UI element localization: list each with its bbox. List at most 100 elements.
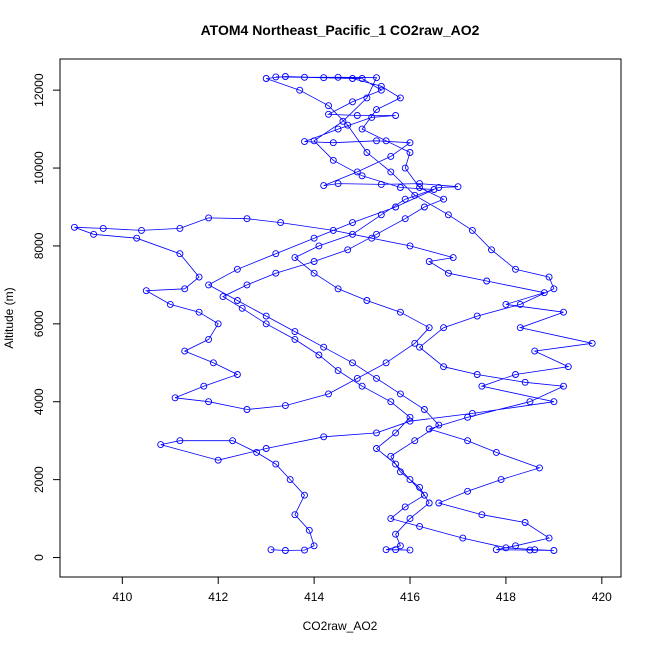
- data-point: [363, 94, 371, 102]
- data-point: [281, 73, 289, 80]
- data-point: [492, 448, 500, 456]
- data-point: [310, 137, 318, 145]
- data-point: [171, 394, 179, 402]
- data-point: [468, 226, 476, 234]
- data-point: [396, 184, 404, 191]
- data-point: [70, 223, 78, 231]
- data-point: [301, 491, 308, 499]
- data-point: [464, 487, 472, 495]
- data-point: [516, 300, 524, 308]
- data-point: [406, 242, 414, 250]
- data-point: [473, 312, 481, 320]
- data-point: [281, 547, 289, 554]
- x-axis-label: CO2raw_AO2: [303, 619, 378, 633]
- data-point: [516, 324, 524, 332]
- y-tick-label: 0: [32, 554, 46, 561]
- data-point: [396, 94, 404, 102]
- data-point: [425, 258, 433, 265]
- data-point: [382, 359, 390, 367]
- data-point: [387, 452, 395, 460]
- data-point: [272, 460, 280, 468]
- data-point: [358, 125, 366, 133]
- data-point: [358, 75, 366, 82]
- data-point: [550, 547, 558, 554]
- data-point: [377, 180, 385, 188]
- data-point: [392, 203, 400, 211]
- data-point: [329, 156, 337, 164]
- data-point: [406, 139, 414, 147]
- data-point: [430, 186, 438, 193]
- data-point: [440, 195, 448, 203]
- data-point: [320, 74, 328, 82]
- data-point: [406, 149, 414, 156]
- data-point: [497, 476, 505, 484]
- data-point: [536, 464, 543, 472]
- data-point: [411, 339, 419, 347]
- data-point: [349, 75, 356, 82]
- data-point: [502, 544, 510, 552]
- data-point: [358, 382, 366, 390]
- data-point: [435, 421, 443, 429]
- data-point: [320, 182, 328, 190]
- data-point: [454, 183, 462, 191]
- data-point: [468, 409, 476, 417]
- data-point: [181, 347, 189, 355]
- data-point: [560, 308, 567, 316]
- data-point: [349, 230, 356, 238]
- data-point: [444, 269, 452, 277]
- data-point: [502, 300, 510, 308]
- data-point: [315, 242, 323, 250]
- data-point: [387, 168, 395, 176]
- data-point: [588, 339, 596, 347]
- data-point: [301, 73, 308, 81]
- data-point: [526, 546, 534, 554]
- data-point: [344, 121, 352, 129]
- data-point: [373, 429, 380, 437]
- data-point: [262, 312, 270, 320]
- data-point: [368, 234, 376, 242]
- y-tick-label: 8000: [32, 232, 46, 259]
- data-point: [521, 519, 529, 526]
- data-point: [291, 335, 299, 343]
- y-tick-label: 10000: [32, 151, 46, 185]
- y-tick-label: 4000: [32, 388, 46, 415]
- data-point: [411, 437, 419, 445]
- data-point: [459, 534, 467, 542]
- data-point: [512, 371, 519, 378]
- data-point: [406, 413, 414, 421]
- data-point: [387, 398, 395, 406]
- data-point: [464, 437, 472, 445]
- data-point: [392, 112, 400, 119]
- data-point: [444, 211, 452, 219]
- data-point: [373, 106, 380, 114]
- data-point: [373, 445, 380, 452]
- data-point: [99, 224, 107, 232]
- data-point: [406, 476, 414, 484]
- data-point: [531, 347, 539, 355]
- data-point: [392, 429, 400, 437]
- data-point: [325, 102, 332, 110]
- chart-title: ATOM4 Northeast_Pacific_1 CO2raw_AO2: [201, 22, 480, 38]
- data-point: [373, 74, 380, 82]
- data-point: [301, 546, 308, 554]
- data-point: [464, 413, 472, 421]
- x-tick-label: 412: [208, 590, 228, 604]
- data-point: [401, 195, 409, 203]
- data-point: [181, 285, 189, 293]
- data-point: [310, 542, 318, 550]
- data-point: [392, 530, 400, 538]
- data-point: [420, 203, 428, 211]
- y-tick-label: 2000: [32, 466, 46, 493]
- data-point: [334, 285, 342, 293]
- data-point: [416, 343, 424, 351]
- x-tick-label: 416: [400, 590, 420, 604]
- data-point: [329, 226, 337, 234]
- data-point: [205, 281, 213, 289]
- data-point: [291, 511, 299, 519]
- data-point: [301, 138, 308, 146]
- data-point: [157, 441, 165, 449]
- data-point: [277, 219, 285, 227]
- series-group: [70, 73, 596, 554]
- data-point: [344, 246, 352, 254]
